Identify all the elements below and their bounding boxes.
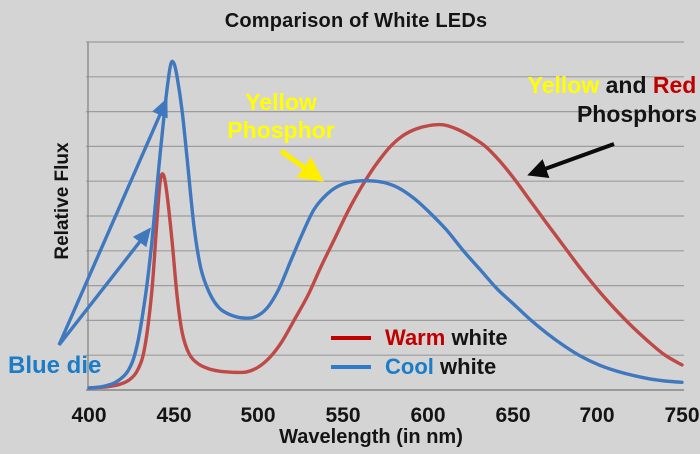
yellow-red-phosphors-annotation-line2: Phosphors xyxy=(576,101,698,127)
yellow-phosphor-annotation-line2: Phosphor xyxy=(227,117,335,143)
legend-entry-cool-white: Cool white xyxy=(385,354,496,380)
chart-title: Comparison of White LEDs xyxy=(224,10,488,32)
legend-cool-rest-word: white xyxy=(440,354,497,379)
yr-and-word: and xyxy=(599,72,653,98)
x-tick-label: 750 xyxy=(664,404,700,427)
y-axis-label: Relative Flux xyxy=(52,142,73,260)
x-tick-label: 450 xyxy=(156,404,192,427)
yellow-red-phosphors-annotation-line1: Yellow and Red xyxy=(528,72,697,99)
yr-red-word: Red xyxy=(652,72,697,98)
blue-die-arrow-upper xyxy=(57,97,168,346)
blue-die-arrows xyxy=(57,97,168,347)
x-tick-label: 600 xyxy=(410,404,446,427)
yellow-red-phosphors-arrow xyxy=(527,142,615,178)
x-tick-label: 700 xyxy=(579,404,615,427)
legend-warm-colored-word: Warm xyxy=(385,325,446,350)
x-tick-label: 550 xyxy=(325,404,361,427)
x-tick-label: 500 xyxy=(240,404,276,427)
legend-entry-warm-white: Warm white xyxy=(385,325,508,351)
legend xyxy=(331,336,371,369)
blue-die-arrow-lower xyxy=(57,227,152,347)
x-tick-label: 650 xyxy=(495,404,531,427)
yellow-phosphor-annotation-line1: Yellow xyxy=(245,89,317,115)
x-tick-label: 400 xyxy=(71,404,107,427)
x-axis-label: Wavelength (in nm) xyxy=(279,426,463,448)
warm-white-curve xyxy=(87,122,684,390)
legend-cool-colored-word: Cool xyxy=(385,354,434,379)
yr-yellow-word: Yellow xyxy=(527,72,600,98)
yellow-phosphor-arrow xyxy=(279,148,325,182)
blue-die-annotation: Blue die xyxy=(8,352,102,379)
legend-warm-rest-word: white xyxy=(451,325,508,350)
